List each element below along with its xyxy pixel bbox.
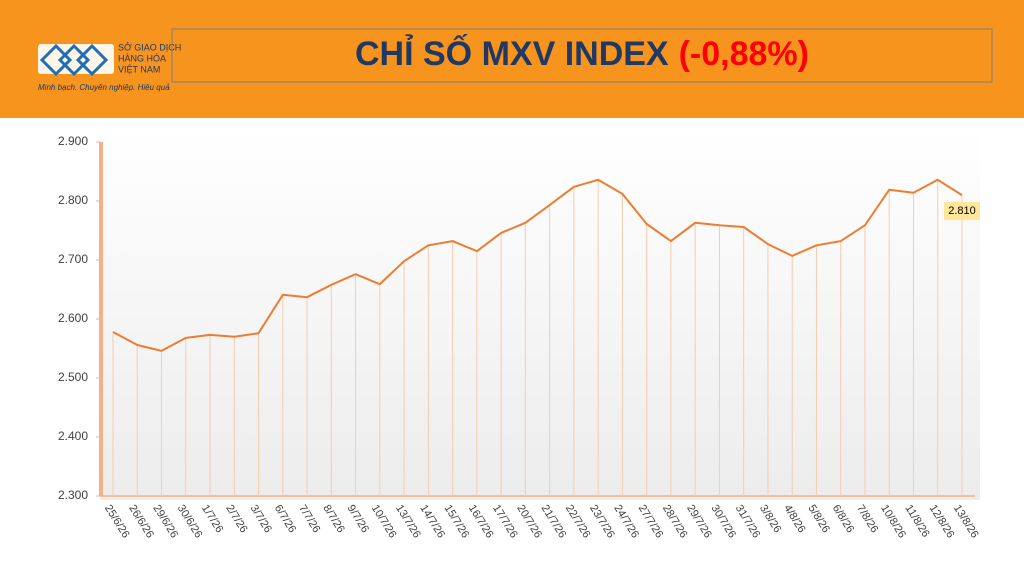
title-change: (-0,88%) <box>679 35 809 73</box>
logo-text: SỞ GIAO DỊCH <box>118 41 181 52</box>
plot-area <box>100 130 980 500</box>
header-band <box>0 0 1024 118</box>
logo-text: VIỆT NAM <box>118 64 160 74</box>
data-label-box <box>944 202 980 221</box>
slide-title: CHỈ SỐ MXV INDEX (-0,88%) <box>355 34 809 73</box>
slogan: Minh bạch. Chuyên nghiệp. Hiệu quả <box>38 83 170 92</box>
y-tick-label: 2.700 <box>58 252 88 266</box>
y-tick-label: 2.400 <box>58 429 88 443</box>
logo: SỞ GIAO DỊCH HÀNG HÓA VIỆT NAM Minh bạch… <box>38 41 181 92</box>
y-tick-label: 2.900 <box>58 134 88 148</box>
title-text: CHỈ SỐ MXV INDEX <box>355 34 669 73</box>
y-tick-label: 2.500 <box>58 370 88 384</box>
index-line <box>112 178 963 352</box>
y-tick-label: 2.300 <box>58 488 88 502</box>
data-label: 2.810 <box>948 205 976 217</box>
title-box <box>171 28 993 83</box>
y-tick-label: 2.600 <box>58 311 88 325</box>
logo-text: HÀNG HÓA <box>118 53 166 63</box>
y-tick-label: 2.800 <box>58 193 88 207</box>
